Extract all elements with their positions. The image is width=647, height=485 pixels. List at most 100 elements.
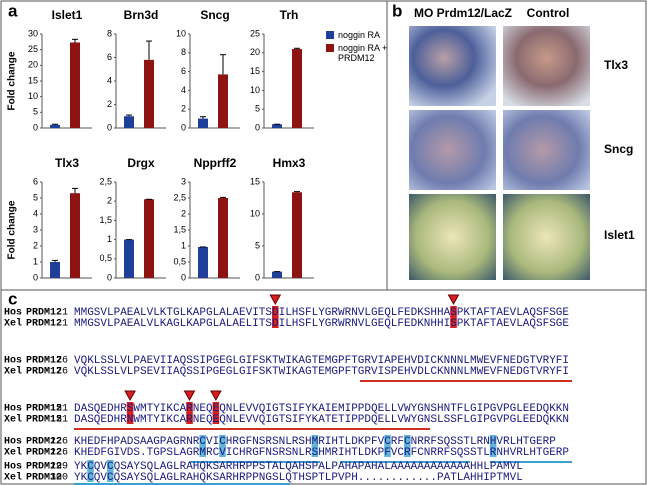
protein: PRDM12 — [26, 462, 62, 473]
protein: PRDM12 — [26, 437, 62, 448]
species: Xel — [4, 366, 22, 378]
y-axis-label: Fold change — [7, 200, 18, 259]
y-tick-label: 2,5 — [173, 192, 186, 202]
legend: noggin RA noggin RA + PRDM12 — [326, 30, 388, 66]
arrowhead — [447, 294, 460, 306]
panel-letter: c — [8, 289, 17, 308]
y-tick-label: 5 — [255, 240, 260, 250]
y-tick-label: 5 — [33, 107, 38, 117]
arrowhead — [183, 390, 196, 402]
row-label: Islet1 — [604, 228, 635, 242]
y-tick-label: 0,5 — [173, 256, 186, 266]
sequence: KHEDFGIVDS.TGPSLAGRMRCVICHRGFNSRSNLRSHMR… — [74, 447, 569, 459]
bar — [144, 59, 154, 128]
mutation-highlight — [212, 402, 220, 424]
y-tick-label: 15 — [250, 176, 260, 186]
sequence: MMGSVLPAEALVLKAGLKAPGLALAELITSDILHSFLYGR… — [74, 318, 569, 330]
start-position: 1 — [62, 308, 68, 319]
species: Xel — [4, 414, 22, 426]
chart-title: Trh — [280, 8, 299, 22]
y-tick-label: 25 — [250, 28, 260, 38]
bar — [272, 124, 282, 128]
conserved-highlight — [107, 460, 114, 482]
conserved-highlight — [311, 435, 319, 457]
legend-swatch — [326, 31, 334, 39]
y-tick-label: 8 — [181, 47, 186, 57]
y-tick-label: 3 — [181, 176, 186, 186]
y-tick-label: 8 — [107, 28, 112, 38]
sequence: MMGSVLPAEALVLKTGLKAPGLALAEVITSDILHSFLYGR… — [74, 307, 569, 319]
y-tick-label: 20 — [250, 47, 260, 57]
y-tick-label: 1 — [33, 256, 38, 266]
y-tick-label: 1,5 — [173, 224, 186, 234]
chart-title: Sncg — [200, 8, 229, 22]
species: Xel — [4, 472, 22, 484]
image — [409, 26, 496, 106]
protein: PRDM12 — [26, 415, 62, 426]
y-tick-label: 5 — [33, 192, 38, 202]
y-tick-label: 2 — [181, 104, 186, 114]
y-tick-label: 0,5 — [99, 253, 112, 263]
start-position: 1 — [62, 319, 68, 330]
protein: PRDM12 — [26, 473, 62, 484]
row-label: Tlx3 — [604, 58, 628, 72]
y-tick-label: 10 — [250, 208, 260, 218]
start-position: 76 — [56, 367, 68, 378]
mutation-highlight — [450, 306, 457, 328]
y-tick-label: 25 — [28, 44, 38, 54]
bar — [292, 49, 302, 128]
conserved-highlight — [404, 435, 411, 457]
sequence: DASQEDHRSWMTYIKCARNEQEQNLEVVQIGTSIFYKAIE… — [74, 403, 569, 415]
start-position: 226 — [50, 437, 68, 448]
bar — [50, 262, 60, 278]
bar — [292, 192, 302, 278]
start-position: 299 — [50, 462, 68, 473]
y-tick-label: 1 — [181, 240, 186, 250]
bar — [124, 239, 134, 278]
mutation-highlight — [272, 306, 279, 328]
sequence: YKCQVCQSAYSQLAGLRAHQKSARHRPPNGSLQTHSPTLP… — [74, 472, 523, 484]
protein: PRDM12 — [26, 308, 62, 319]
y-tick-label: 10 — [176, 28, 186, 38]
sequence: DASQEDHRNWMTYIKCARNEQEQNLEVVQIGTSIFYKATE… — [74, 414, 569, 426]
bar — [70, 42, 80, 128]
conserved-highlight — [384, 435, 391, 457]
species: Hos — [4, 462, 22, 473]
underlines — [74, 380, 572, 485]
chart-title: Tlx3 — [55, 156, 79, 170]
species: Hos — [4, 308, 22, 319]
y-tick-label: 2,5 — [99, 176, 112, 186]
conserved-highlight — [199, 435, 206, 457]
y-tick-label: 0 — [255, 122, 260, 132]
y-tick-label: 5 — [255, 104, 260, 114]
bar — [198, 246, 208, 278]
y-tick-label: 0 — [181, 272, 186, 282]
conserved-highlight — [219, 435, 226, 457]
y-tick-label: 2 — [33, 240, 38, 250]
y-tick-label: 10 — [250, 85, 260, 95]
bar — [70, 193, 80, 278]
y-tick-label: 20 — [28, 60, 38, 70]
y-axis-label: Fold change — [7, 51, 18, 110]
bar — [50, 124, 60, 128]
protein: PRDM12 — [26, 448, 62, 459]
y-tick-label: 1,5 — [99, 215, 112, 225]
chart-title: Hmx3 — [273, 156, 306, 170]
conserved-highlight — [87, 460, 94, 482]
legend-item: noggin RA + PRDM12 — [326, 43, 388, 63]
bar — [124, 116, 134, 128]
protein: PRDM12 — [26, 319, 62, 330]
column-label: Control — [527, 6, 570, 20]
species: Hos — [4, 404, 22, 415]
y-tick-label: 6 — [107, 52, 112, 62]
species: Xel — [4, 447, 22, 459]
protein: PRDM12 — [26, 367, 62, 378]
y-tick-label: 0 — [107, 272, 112, 282]
embryo-images — [409, 26, 590, 280]
legend-swatch — [326, 44, 334, 52]
image — [409, 194, 496, 280]
sequence: YKCQVCQSAYSQLAGLRAHQKSARHRPPSTALQAHSPALP… — [74, 461, 523, 473]
